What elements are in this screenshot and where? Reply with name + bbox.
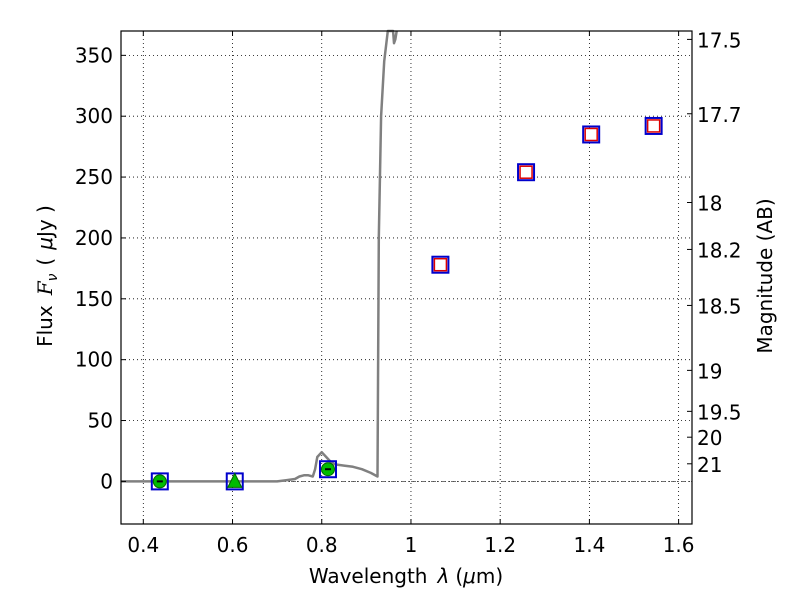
magnitude-tick-label: 18.2	[697, 238, 742, 262]
x-tick-label: 1.6	[663, 533, 695, 557]
x-tick-label: 1.2	[484, 533, 516, 557]
y-axis-label: FluxFν(μJy )	[33, 205, 61, 347]
y-tick-label: 300	[75, 104, 113, 128]
observed-point	[582, 125, 601, 144]
x-tick-label: 1.4	[573, 533, 605, 557]
observed-point	[431, 255, 450, 274]
magnitude-axis-label: Magnitude (AB)	[753, 198, 777, 353]
magnitude-tick-label: 17.7	[697, 103, 742, 127]
upper-limit-point	[226, 472, 243, 488]
magnitude-tick-label: 20	[697, 426, 722, 450]
model-point	[646, 119, 661, 133]
y-tick-label: 350	[75, 43, 113, 67]
observed-point	[644, 116, 663, 135]
y-tick-label: 100	[75, 348, 113, 372]
axis-ticks: 0.4 0.6 0.8 1 1.2 1.4 1.6 0 50 100 150 200 250 300 350…	[75, 28, 742, 557]
model-point	[433, 257, 448, 272]
y-tick-label: 200	[75, 226, 113, 250]
model-point	[519, 165, 533, 179]
x-tick-label: 1	[405, 533, 418, 557]
series-layer	[121, 29, 663, 491]
magnitude-tick-label: 19.5	[697, 400, 742, 424]
x-tick-label: 0.6	[217, 533, 249, 557]
plot-frame	[120, 30, 693, 525]
magnitude-tick-label: 19	[697, 359, 722, 383]
magnitude-tick-label: 18.5	[697, 294, 742, 318]
grid-lines	[121, 31, 692, 524]
y-tick-label: 0	[100, 469, 113, 493]
observed-point	[318, 460, 337, 479]
y-tick-label: 250	[75, 165, 113, 189]
observed-point	[517, 163, 536, 182]
observed-point	[150, 472, 169, 491]
model-point	[584, 127, 598, 142]
y-tick-label: 50	[88, 409, 113, 433]
magnitude-tick-label: 17.5	[697, 28, 742, 52]
y-tick-label: 150	[75, 287, 113, 311]
spectrum-line	[121, 29, 398, 483]
x-tick-label: 0.4	[127, 533, 159, 557]
magnitude-tick-label: 18	[697, 192, 722, 216]
x-axis-label: Wavelength λ (μm)	[309, 564, 503, 588]
x-tick-label: 0.8	[306, 533, 338, 557]
magnitude-tick-label: 21	[697, 453, 722, 477]
